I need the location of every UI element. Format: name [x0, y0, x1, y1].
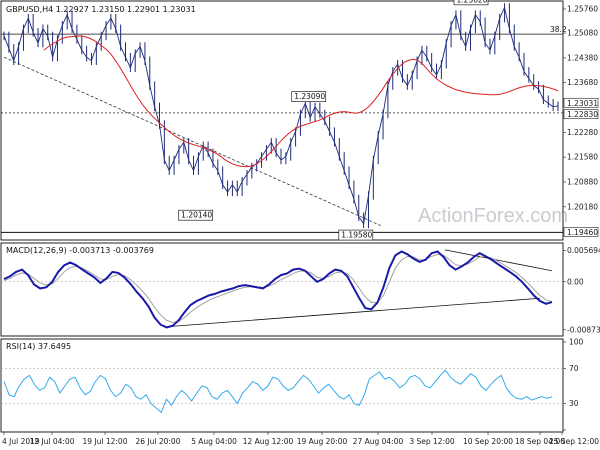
time-tick-label: 25 Sep 12:00 [549, 437, 599, 446]
rsi-tick-label: 30 [569, 399, 579, 408]
time-tick-label: 27 Aug 04:00 [353, 437, 404, 446]
rsi-series [3, 369, 553, 414]
time-tick-label: 10 Sep 20:00 [463, 437, 513, 446]
price-tick-label: 1.25760 [567, 4, 598, 13]
support-tag: 1.19460 [567, 228, 598, 237]
price-tag-upper: 1.23031 [567, 99, 598, 108]
price-tick-label: 1.25080 [567, 29, 598, 38]
annotation-box [291, 91, 327, 102]
falling-trendline [3, 56, 381, 226]
macd-tick-label: 0.005694 [567, 246, 600, 255]
signal-line [3, 253, 553, 323]
annotation-box [178, 209, 214, 221]
macd-line-series [3, 250, 553, 329]
macd-panel-title: MACD(12,26,9) -0.003713 -0.003769 [6, 246, 154, 255]
price-tick-label: 1.20180 [567, 202, 598, 211]
macd-axis: 0.005694 0.00 -0.008737 [563, 246, 600, 334]
time-tick-label: 5 Aug 04:00 [191, 437, 237, 446]
annotation-box [338, 229, 374, 241]
price-tick-label: 1.20880 [567, 177, 598, 186]
annotation-label: 1.20140 [181, 211, 212, 220]
price-tag-lower: 1.22830 [567, 110, 598, 119]
rsi-tick-label: 100 [569, 338, 584, 347]
time-tick-label: 12 Aug 12:00 [243, 437, 294, 446]
macd-resistance-trendline [444, 249, 553, 272]
rsi-panel-frame [0, 338, 564, 433]
price-series [3, 3, 559, 229]
price-panel-frame [0, 0, 564, 241]
price-tick-label: 1.21580 [567, 153, 598, 162]
macd-panel: MACD(12,26,9) -0.003713 -0.003769 0.0056… [0, 242, 600, 337]
time-tick-label: 12 Jul 04:00 [30, 437, 75, 446]
macd-signal-series [3, 253, 553, 323]
price-panel: GBPUSD,H4 1.22927 1.23150 1.22901 1.2303… [0, 0, 599, 241]
macd-tick-label: 0.00 [567, 277, 584, 286]
macd-panel-frame [0, 242, 564, 337]
annotation-label: 1.23090 [294, 92, 325, 101]
rsi-panel-title: RSI(14) 37.6495 [6, 342, 71, 351]
time-tick-label: 19 Jul 12:00 [83, 437, 128, 446]
ema-line [43, 35, 559, 168]
price-panel-title: GBPUSD,H4 1.22927 1.23150 1.22901 1.2303… [6, 5, 196, 14]
price-tick-label: 1.22280 [567, 128, 598, 137]
price-line [3, 6, 559, 225]
macd-tick-label: -0.008737 [567, 325, 600, 334]
time-tick-label: 26 Jul 20:00 [136, 437, 181, 446]
ema-series [43, 35, 559, 168]
fib-38-label: 38.2 [550, 25, 567, 34]
rsi-panel: RSI(14) 37.6495 100 70 30 [0, 338, 584, 433]
price-tag-upper-box [563, 97, 599, 108]
time-tick-label: 19 Aug 20:00 [297, 437, 348, 446]
price-tick-label: 1.23680 [567, 78, 598, 87]
rsi-tick-label: 70 [569, 364, 579, 373]
time-tick-label: 3 Sep 12:00 [409, 437, 455, 446]
macd-line [3, 250, 553, 329]
watermark: ActionForex.com [418, 205, 568, 227]
time-tick-label: 18 Sep 04:00 [515, 437, 565, 446]
support-tag-box [563, 227, 599, 237]
annotation-label: 1.19580 [341, 231, 372, 240]
macd-support-trendline [164, 297, 541, 328]
rsi-axis: 100 70 30 [563, 338, 584, 431]
price-axis: 1.25760 1.25080 1.24380 1.23680 1.22280 1.215… [563, 4, 598, 211]
annotations: 1.25820 1.23090 1.20140 1.19580 [178, 0, 489, 241]
annotation-box [453, 0, 489, 6]
rsi-line [3, 369, 553, 414]
price-tag-lower-box [563, 109, 599, 119]
price-tick-label: 1.24380 [567, 53, 598, 62]
price-tags: 1.23031 1.22830 1.19460 [563, 97, 599, 237]
annotation-label: 1.25820 [457, 0, 488, 4]
time-tick-label: 4 Jul 2019 [2, 437, 40, 446]
